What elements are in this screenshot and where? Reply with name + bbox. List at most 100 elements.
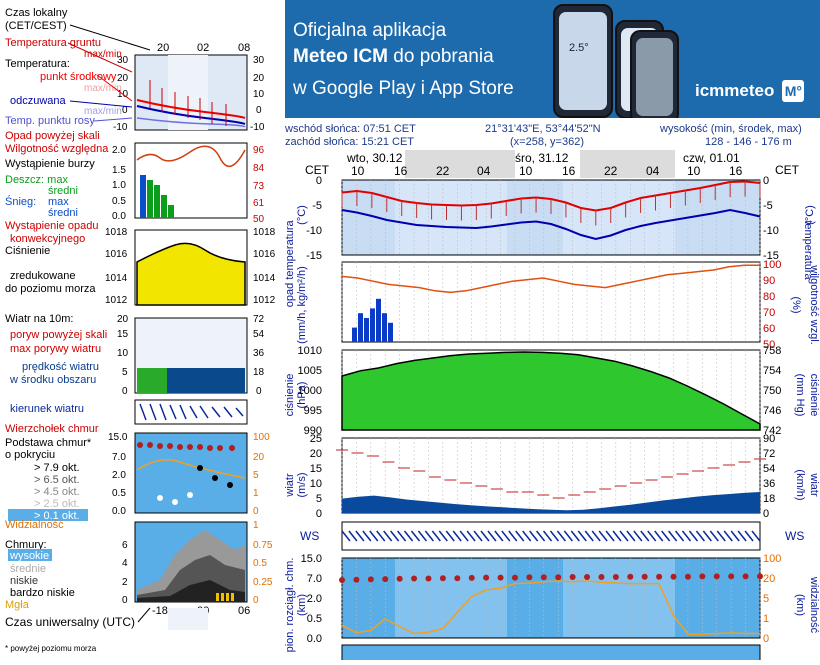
wind-dir-arrow <box>397 530 407 542</box>
svg-text:10: 10 <box>117 348 129 359</box>
wind-dir-arrow <box>688 530 699 542</box>
svg-text:15: 15 <box>117 329 129 340</box>
banner-line-3: w Google Play i App Store <box>293 78 514 99</box>
wind-axis-unit-right: (km/h) <box>794 469 806 500</box>
cloud-panel-frame <box>341 557 761 639</box>
svg-text:2.0: 2.0 <box>112 145 126 156</box>
pressure-tick-right: 758 <box>763 345 781 357</box>
wind-dir-arrow <box>584 530 594 542</box>
cloud-top-dot <box>684 573 691 580</box>
cet-label-right: CET <box>775 163 800 177</box>
legend-temp-maxmin: max/min <box>84 83 122 94</box>
svg-text:1012: 1012 <box>253 295 276 306</box>
wind-dir-arrow <box>577 530 587 542</box>
svg-text:0.0: 0.0 <box>112 211 126 222</box>
legend-pressure-3: do poziomu morza <box>5 283 96 295</box>
wind-dir-arrow <box>661 530 671 542</box>
wind-dir-arrow <box>369 530 379 542</box>
legend-conv: Wystąpienie opadu <box>5 220 98 232</box>
svg-text:20: 20 <box>253 452 265 463</box>
wind-panel-night <box>563 439 675 512</box>
legend-panel: Czas lokalny (CET/CEST) 20 02 08 3020100… <box>0 0 285 660</box>
cloud-top-dot <box>411 575 418 582</box>
legend-rain: Deszcz: max <box>5 174 68 186</box>
wind-dir-arrow <box>452 530 462 542</box>
cloud-tick-left: 0.0 <box>307 633 322 645</box>
legend-wind-mean: prędkość wiatru <box>22 361 99 373</box>
cloud-top-dot <box>339 577 345 583</box>
wind-dir-arrow <box>494 530 504 542</box>
meteogram-svg: CET CET wto, 30.12 śro, 31.12 czw, 01.01… <box>284 150 820 665</box>
coordinates: 21°31'43"E, 53°44'52"N <box>485 123 601 135</box>
legend-top-tick-1: 20 <box>157 42 169 54</box>
pressure-tick-left: 990 <box>304 425 322 437</box>
legend-cloud-top: Wierzchołek chmur <box>5 423 99 435</box>
logo-badge: M° <box>782 80 805 102</box>
wind-dir-arrow <box>376 530 386 542</box>
precip-bar <box>382 313 387 342</box>
svg-text:0.5: 0.5 <box>253 558 267 569</box>
wind-axis-unit: (m/s) <box>296 472 308 497</box>
cloud-tick-left: 2.0 <box>307 593 322 605</box>
svg-text:15.0: 15.0 <box>108 432 128 443</box>
wind-dir-arrow <box>751 530 761 542</box>
wind-dir-frame <box>341 521 761 551</box>
svg-text:96: 96 <box>253 145 265 156</box>
wind-dir-arrow <box>702 530 712 542</box>
precip-bar <box>376 298 381 342</box>
svg-text:72: 72 <box>253 314 265 325</box>
legend-utc: Czas uniwersalny (UTC) <box>5 615 135 629</box>
legend-feels-like: odczuwana <box>10 95 67 107</box>
cloud-top-dot <box>468 574 475 581</box>
pressure-axis-label: ciśnienie <box>285 374 296 417</box>
legend-svg: Czas lokalny (CET/CEST) 20 02 08 3020100… <box>5 7 276 653</box>
legend-fog: Mgła <box>5 599 30 611</box>
legend-mid: średnie <box>10 563 46 575</box>
legend-visibility: Widzialność <box>5 519 64 531</box>
temp-axis-unit: (°C) <box>296 205 308 225</box>
svg-text:1.5: 1.5 <box>112 165 126 176</box>
cloud-top-dot <box>670 573 677 580</box>
temp-tick-left: -15 <box>306 250 322 262</box>
legend-conv-2: konwekcyjnego <box>10 233 85 245</box>
legend-clouds: Chmury: <box>5 539 47 551</box>
vis-tick-right: 1 <box>763 613 769 625</box>
wind-dir-arrow <box>633 530 643 542</box>
pressure-axis-unit-right: (mm Hg) <box>794 374 806 417</box>
legend-precip-above: Opad powyżej skali <box>5 130 100 142</box>
humidity-axis-unit: (%) <box>790 296 802 313</box>
wind-dir-arrow <box>598 530 608 542</box>
cloud-top-dot <box>497 574 504 581</box>
wind-dir-arrow <box>501 530 511 542</box>
svg-text:18: 18 <box>253 367 265 378</box>
svg-text:36: 36 <box>253 348 265 359</box>
cloud-top-dot <box>757 573 763 580</box>
legend-wind-dir-panel <box>134 399 248 425</box>
wind-dir-arrow <box>563 530 573 542</box>
precip-bar <box>364 318 369 342</box>
wind-dir-arrow <box>674 530 685 542</box>
day-label-1: wto, 30.12 <box>346 151 403 165</box>
legend-cloud-base: Podstawa chmur* <box>5 437 92 449</box>
svg-text:1016: 1016 <box>253 249 276 260</box>
wind-dir-arrow <box>716 530 726 542</box>
phone-image-3 <box>630 30 679 118</box>
wind-dir-arrow <box>403 530 414 542</box>
svg-text:0.25: 0.25 <box>253 577 273 588</box>
legend-dew-point: Temp. punktu rosy <box>5 115 95 127</box>
svg-text:61: 61 <box>253 198 265 209</box>
legend-top-tick-2: 02 <box>197 42 209 54</box>
wind-dir-arrow <box>556 530 567 542</box>
wind-dir-arrow <box>549 530 560 542</box>
cloud-top-dot <box>439 575 446 582</box>
humidity-line <box>341 264 760 294</box>
wind-dir-arrow <box>535 530 546 542</box>
svg-text:20: 20 <box>253 73 265 84</box>
wind-tick-right: 90 <box>763 433 775 445</box>
legend-low: niskie <box>10 575 38 587</box>
svg-text:6: 6 <box>122 540 128 551</box>
app-banner[interactable]: Oficjalna aplikacja Meteo ICM do pobrani… <box>285 0 820 118</box>
legend-time-local-2: (CET/CEST) <box>5 20 67 32</box>
wind-tick-right: 18 <box>763 493 775 505</box>
cloud-top-dot <box>511 574 518 581</box>
